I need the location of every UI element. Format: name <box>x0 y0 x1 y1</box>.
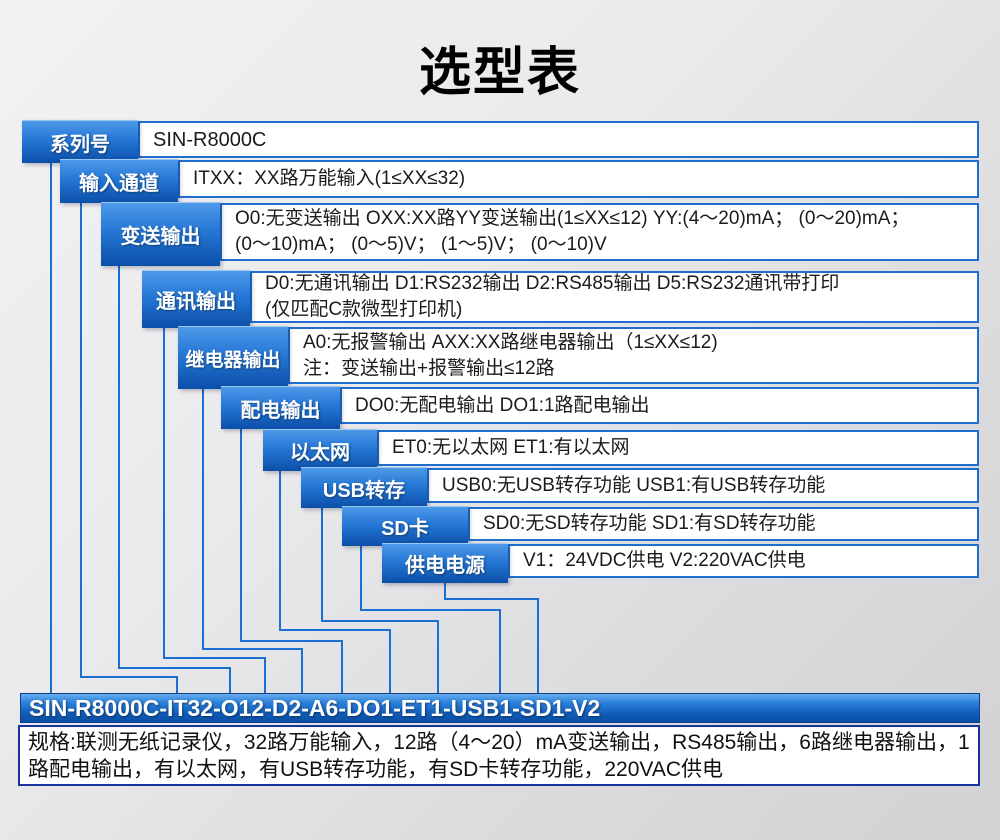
option-text: SIN-R8000C <box>153 128 267 151</box>
option-row-relay: A0:无报警输出 AXX:XX路继电器输出（1≤XX≤12) 注：变送输出+报警… <box>178 326 979 389</box>
connector-relay <box>202 388 303 694</box>
option-label: USB转存 <box>301 467 427 508</box>
option-content: ITXX：XX路万能输入(1≤XX≤32) <box>178 160 979 198</box>
option-content: SIN-R8000C <box>138 121 979 158</box>
option-label: 供电电源 <box>382 543 508 583</box>
option-row-transmit: O0:无变送输出 OXX:XX路YY变送输出(1≤XX≤12) YY:(4～20… <box>101 202 979 266</box>
option-text: ET0:无以太网 ET1:有以太网 <box>392 437 630 458</box>
example-model-bar: SIN-R8000C-IT32-O12-D2-A6-DO1-ET1-USB1-S… <box>20 693 980 723</box>
option-text: (0～10)mA； (0～5)V； (1～5)V； (0～10)V <box>235 234 607 255</box>
option-row-usb: USB0:无USB转存功能 USB1:有USB转存功能 USB转存 <box>301 467 979 508</box>
option-row-series: SIN-R8000C 系列号 <box>22 120 979 163</box>
option-text: DO0:无配电输出 DO1:1路配电输出 <box>355 394 650 416</box>
option-label: 继电器输出 <box>178 326 288 389</box>
option-label: SD卡 <box>342 506 468 546</box>
option-label: 以太网 <box>263 429 377 471</box>
option-row-sd: SD0:无SD转存功能 SD1:有SD转存功能 SD卡 <box>342 506 979 546</box>
option-text: (仅匹配C款微型打印机) <box>265 299 463 320</box>
option-row-comm: D0:无通讯输出 D1:RS232输出 D2:RS485输出 D5:RS232通… <box>142 270 979 328</box>
option-content: V1：24VDC供电 V2:220VAC供电 <box>508 544 979 578</box>
option-row-distribution: DO0:无配电输出 DO1:1路配电输出 配电输出 <box>221 386 979 429</box>
option-text: USB0:无USB转存功能 USB1:有USB转存功能 <box>442 474 826 496</box>
connector-comm <box>163 327 266 694</box>
option-text: O0:无变送输出 OXX:XX路YY变送输出(1≤XX≤12) YY:(4～20… <box>235 208 910 229</box>
option-label: 变送输出 <box>101 202 220 266</box>
connector-input <box>80 202 178 694</box>
connector-usb <box>321 507 439 694</box>
option-text: SD0:无SD转存功能 SD1:有SD转存功能 <box>483 513 816 534</box>
option-row-input: ITXX：XX路万能输入(1≤XX≤32) 输入通道 <box>60 159 979 203</box>
option-content: DO0:无配电输出 DO1:1路配电输出 <box>340 387 979 424</box>
option-text: V1：24VDC供电 V2:220VAC供电 <box>523 550 806 571</box>
option-content: USB0:无USB转存功能 USB1:有USB转存功能 <box>427 468 979 503</box>
example-model-text: SIN-R8000C-IT32-O12-D2-A6-DO1-ET1-USB1-S… <box>29 694 601 721</box>
option-text: A0:无报警输出 AXX:XX路继电器输出（1≤XX≤12) <box>303 331 718 353</box>
option-content: D0:无通讯输出 D1:RS232输出 D2:RS485输出 D5:RS232通… <box>250 271 979 323</box>
option-label: 输入通道 <box>60 159 178 203</box>
spec-box: 规格:联测无纸记录仪，32路万能输入，12路（4～20）mA变送输出，RS485… <box>18 725 980 786</box>
option-row-ethernet: ET0:无以太网 ET1:有以太网 以太网 <box>263 429 979 471</box>
option-row-power: V1：24VDC供电 V2:220VAC供电 供电电源 <box>382 543 979 583</box>
connector-ethernet <box>279 470 391 694</box>
option-text: 注：变送输出+报警输出≤12路 <box>303 357 555 379</box>
option-label: 通讯输出 <box>142 270 250 328</box>
page-title: 选型表 <box>418 44 581 102</box>
option-content: SD0:无SD转存功能 SD1:有SD转存功能 <box>468 507 979 541</box>
option-label: 配电输出 <box>221 386 340 429</box>
option-content: A0:无报警输出 AXX:XX路继电器输出（1≤XX≤12) 注：变送输出+报警… <box>288 327 979 384</box>
connector-transmit <box>118 265 231 694</box>
connector-power <box>444 582 539 694</box>
option-label: 系列号 <box>22 120 138 163</box>
connector-sd <box>360 545 501 694</box>
option-text: ITXX：XX路万能输入(1≤XX≤32) <box>193 168 466 189</box>
option-content: O0:无变送输出 OXX:XX路YY变送输出(1≤XX≤12) YY:(4～20… <box>220 203 979 261</box>
spec-text: 规格:联测无纸记录仪，32路万能输入，12路（4～20）mA变送输出，RS485… <box>28 731 970 781</box>
option-content: ET0:无以太网 ET1:有以太网 <box>377 430 979 466</box>
connector-distribution <box>240 428 343 694</box>
option-text: D0:无通讯输出 D1:RS232输出 D2:RS485输出 D5:RS232通… <box>265 273 840 294</box>
